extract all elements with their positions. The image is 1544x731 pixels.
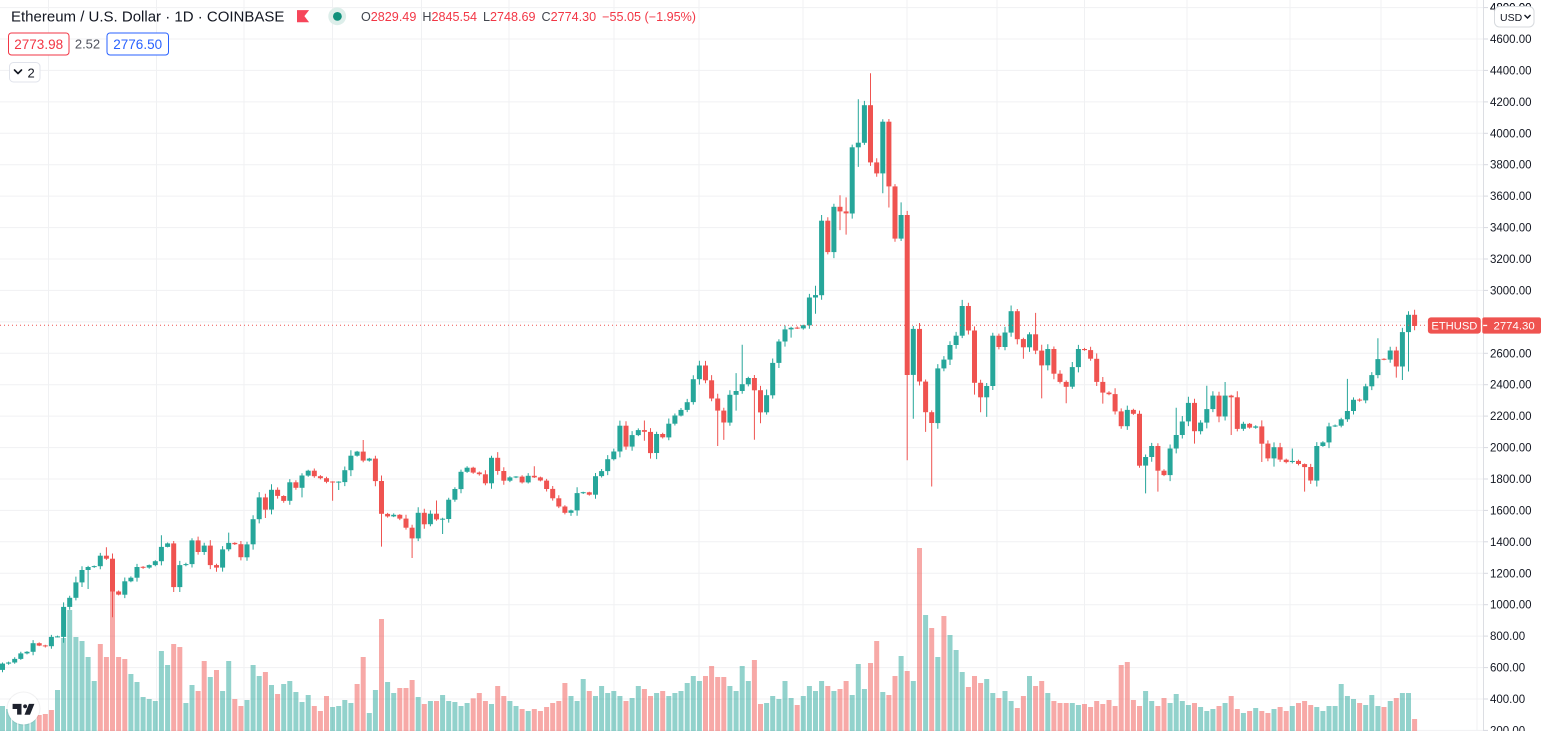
svg-text:3800.00: 3800.00 — [1490, 160, 1532, 172]
svg-text:800.00: 800.00 — [1490, 631, 1525, 643]
svg-text:600.00: 600.00 — [1490, 663, 1525, 675]
svg-text:1800.00: 1800.00 — [1490, 474, 1532, 486]
svg-text:2773.98: 2773.98 — [14, 37, 63, 52]
svg-text:3200.00: 3200.00 — [1490, 254, 1532, 266]
svg-text:4200.00: 4200.00 — [1490, 97, 1532, 109]
svg-text:Ethereum / U.S. Dollar · 1D ·: Ethereum / U.S. Dollar · 1D · COINBASE — [11, 9, 284, 26]
svg-text:2774.30: 2774.30 — [1494, 321, 1535, 333]
svg-text:4000.00: 4000.00 — [1490, 128, 1532, 140]
svg-text:3000.00: 3000.00 — [1490, 285, 1532, 297]
svg-text:1600.00: 1600.00 — [1490, 505, 1532, 517]
svg-text:4400.00: 4400.00 — [1490, 65, 1532, 77]
svg-text:1400.00: 1400.00 — [1490, 537, 1532, 549]
svg-text:4600.00: 4600.00 — [1490, 34, 1532, 46]
svg-text:3600.00: 3600.00 — [1490, 191, 1532, 203]
svg-text:400.00: 400.00 — [1490, 694, 1525, 706]
svg-text:2.52: 2.52 — [75, 37, 100, 52]
svg-text:2000.00: 2000.00 — [1490, 443, 1532, 455]
svg-text:1200.00: 1200.00 — [1490, 568, 1532, 580]
svg-text:1000.00: 1000.00 — [1490, 600, 1532, 612]
svg-text:2: 2 — [28, 66, 35, 81]
svg-text:ETHUSD: ETHUSD — [1431, 321, 1477, 333]
svg-text:2200.00: 2200.00 — [1490, 411, 1532, 423]
svg-text:200.00: 200.00 — [1490, 725, 1525, 731]
svg-text:2600.00: 2600.00 — [1490, 348, 1532, 360]
svg-text:USD: USD — [1500, 12, 1523, 24]
svg-text:2400.00: 2400.00 — [1490, 380, 1532, 392]
svg-text:2776.50: 2776.50 — [113, 37, 162, 52]
svg-text:3400.00: 3400.00 — [1490, 223, 1532, 235]
